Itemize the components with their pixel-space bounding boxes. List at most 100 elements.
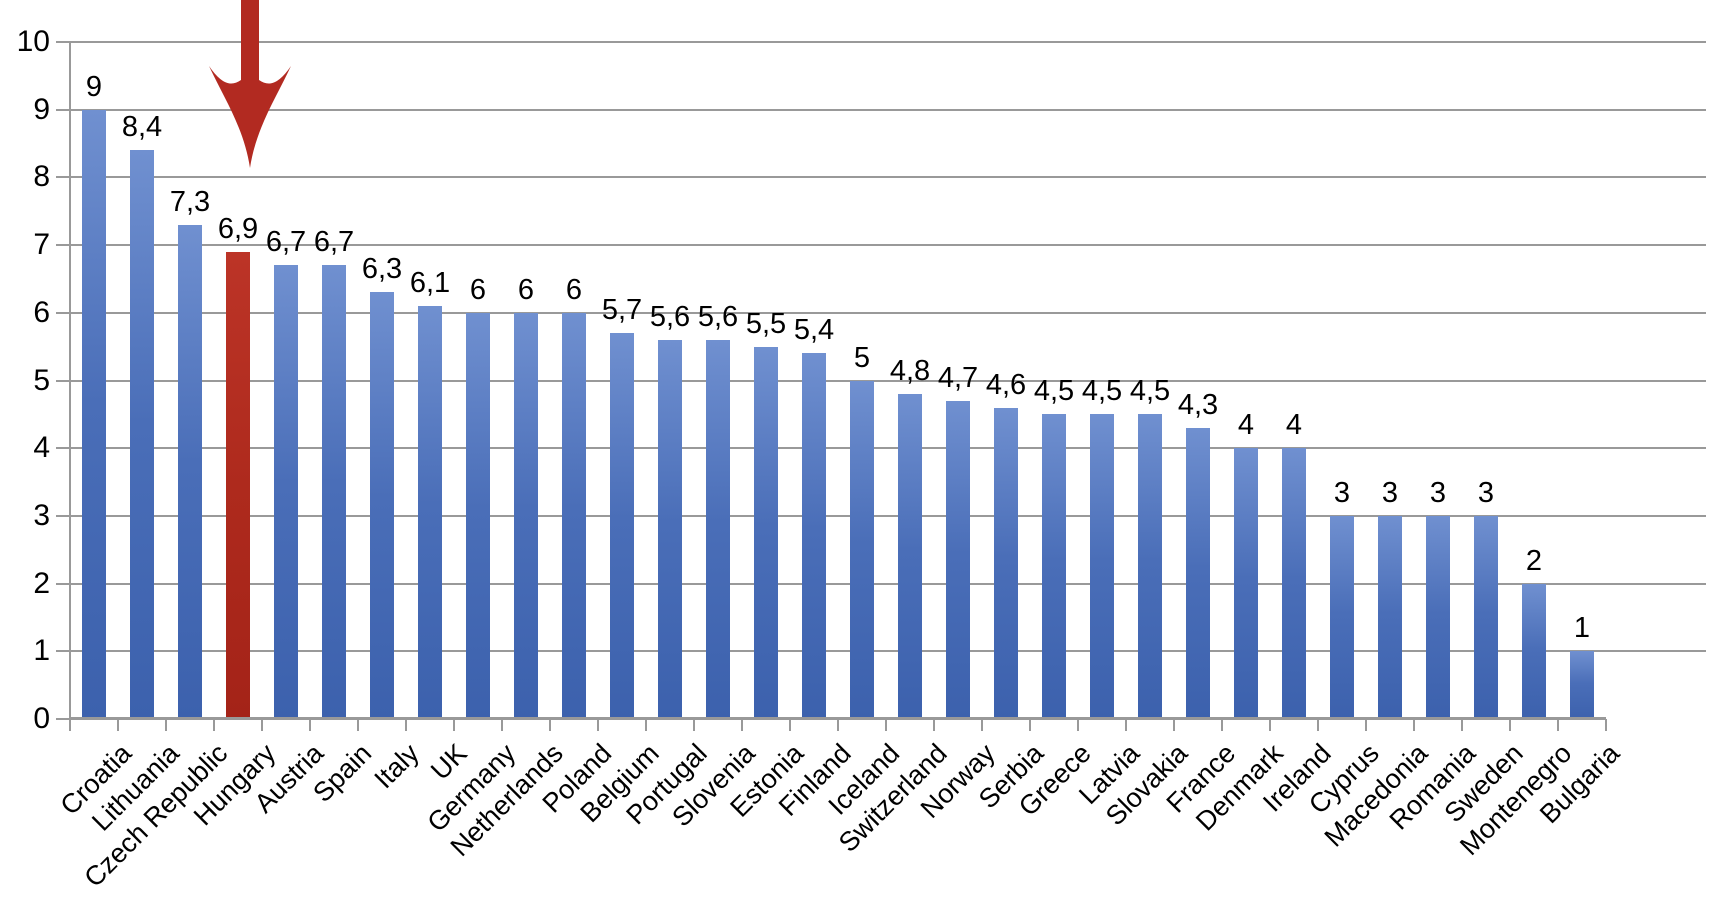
bar-croatia bbox=[82, 109, 106, 719]
value-label-serbia: 4,6 bbox=[985, 368, 1027, 401]
bar-romania bbox=[1426, 515, 1450, 719]
value-label-croatia: 9 bbox=[85, 70, 103, 103]
bar-poland bbox=[562, 312, 586, 719]
x-axis-tick bbox=[1221, 719, 1223, 731]
x-axis-tick bbox=[261, 719, 263, 731]
x-axis-tick bbox=[549, 719, 551, 731]
bar-belgium bbox=[610, 333, 634, 719]
x-axis-tick bbox=[1509, 719, 1511, 731]
bar-bulgaria bbox=[1570, 651, 1594, 719]
y-axis-label: 7 bbox=[33, 228, 50, 262]
value-label-slovenia: 5,6 bbox=[697, 300, 739, 333]
value-label-latvia: 4,5 bbox=[1081, 375, 1123, 408]
value-label-austria: 6,7 bbox=[265, 226, 307, 259]
value-label-belgium: 5,7 bbox=[601, 294, 643, 327]
bar-estonia bbox=[754, 346, 778, 719]
bar-norway bbox=[946, 400, 970, 719]
bar-slovenia bbox=[706, 339, 730, 719]
bar-switzerland bbox=[898, 394, 922, 719]
bar-lithuania bbox=[130, 150, 154, 719]
x-axis-tick bbox=[309, 719, 311, 731]
x-axis-tick bbox=[1077, 719, 1079, 731]
x-axis-tick bbox=[1029, 719, 1031, 731]
x-axis-tick bbox=[1605, 719, 1607, 731]
gridline bbox=[70, 582, 1706, 585]
bar-montenegro bbox=[1522, 583, 1546, 719]
bar-netherlands bbox=[514, 312, 538, 719]
y-axis-tick bbox=[56, 244, 70, 247]
y-axis-tick bbox=[56, 650, 70, 653]
x-axis-tick bbox=[981, 719, 983, 731]
value-label-denmark: 4 bbox=[1237, 409, 1255, 442]
gridline bbox=[70, 311, 1706, 314]
bar-slovakia bbox=[1138, 414, 1162, 719]
bar-germany bbox=[466, 312, 490, 719]
value-label-france: 4,3 bbox=[1177, 388, 1219, 421]
value-label-norway: 4,7 bbox=[937, 361, 979, 394]
bar-serbia bbox=[994, 407, 1018, 719]
bar-denmark bbox=[1234, 448, 1258, 719]
gridline bbox=[70, 650, 1706, 653]
x-axis-tick bbox=[1557, 719, 1559, 731]
bar-ireland bbox=[1282, 448, 1306, 719]
bar-portugal bbox=[658, 339, 682, 719]
value-label-cyprus: 3 bbox=[1333, 476, 1351, 509]
bar-latvia bbox=[1090, 414, 1114, 719]
y-axis-tick bbox=[56, 447, 70, 450]
y-axis-label: 3 bbox=[33, 498, 50, 532]
value-label-italy: 6,3 bbox=[361, 253, 403, 286]
bar-spain bbox=[322, 265, 346, 719]
x-axis-tick bbox=[1125, 719, 1127, 731]
value-label-macedonia: 3 bbox=[1381, 476, 1399, 509]
value-label-switzerland: 4,8 bbox=[889, 355, 931, 388]
value-label-romania: 3 bbox=[1429, 476, 1447, 509]
x-axis-tick bbox=[789, 719, 791, 731]
x-axis-tick bbox=[597, 719, 599, 731]
y-axis-line bbox=[69, 42, 71, 731]
category-label-italy: Italy bbox=[368, 738, 426, 795]
y-axis-tick bbox=[56, 176, 70, 179]
gridline bbox=[70, 176, 1706, 179]
x-axis-tick bbox=[1413, 719, 1415, 731]
gridline bbox=[70, 447, 1706, 450]
gridline bbox=[70, 41, 1706, 43]
y-axis-label: 10 bbox=[16, 25, 50, 58]
bar-italy bbox=[370, 292, 394, 719]
bar-hungary bbox=[226, 251, 250, 719]
x-axis-tick bbox=[645, 719, 647, 731]
y-axis-tick bbox=[56, 41, 70, 43]
value-label-sweden: 3 bbox=[1477, 476, 1495, 509]
bar-sweden bbox=[1474, 515, 1498, 719]
y-axis-tick bbox=[56, 582, 70, 585]
bar-cyprus bbox=[1330, 515, 1354, 719]
value-label-slovakia: 4,5 bbox=[1129, 375, 1171, 408]
value-label-montenegro: 2 bbox=[1525, 544, 1543, 577]
bar-czech-republic bbox=[178, 224, 202, 719]
x-axis-tick bbox=[357, 719, 359, 731]
value-label-estonia: 5,5 bbox=[745, 307, 787, 340]
bar-france bbox=[1186, 427, 1210, 719]
gridline bbox=[70, 244, 1706, 247]
x-axis-tick bbox=[117, 719, 119, 731]
y-axis-label: 0 bbox=[33, 702, 50, 735]
x-axis-tick bbox=[501, 719, 503, 731]
value-label-ireland: 4 bbox=[1285, 409, 1303, 442]
x-axis-tick bbox=[933, 719, 935, 731]
y-axis-label: 8 bbox=[33, 160, 50, 194]
x-axis-tick bbox=[1365, 719, 1367, 731]
value-label-netherlands: 6 bbox=[517, 273, 535, 306]
x-axis-line bbox=[70, 717, 1606, 720]
x-axis-tick bbox=[165, 719, 167, 731]
y-axis-label: 1 bbox=[33, 634, 50, 668]
value-label-czech-republic: 7,3 bbox=[169, 185, 211, 218]
x-axis-tick bbox=[1461, 719, 1463, 731]
y-axis-tick bbox=[56, 379, 70, 382]
value-label-bulgaria: 1 bbox=[1573, 612, 1591, 645]
value-label-poland: 6 bbox=[565, 273, 583, 306]
bar-iceland bbox=[850, 380, 874, 719]
value-label-iceland: 5 bbox=[853, 341, 871, 374]
bar-austria bbox=[274, 265, 298, 719]
y-axis-label: 4 bbox=[33, 431, 50, 465]
value-label-germany: 6 bbox=[469, 273, 487, 306]
